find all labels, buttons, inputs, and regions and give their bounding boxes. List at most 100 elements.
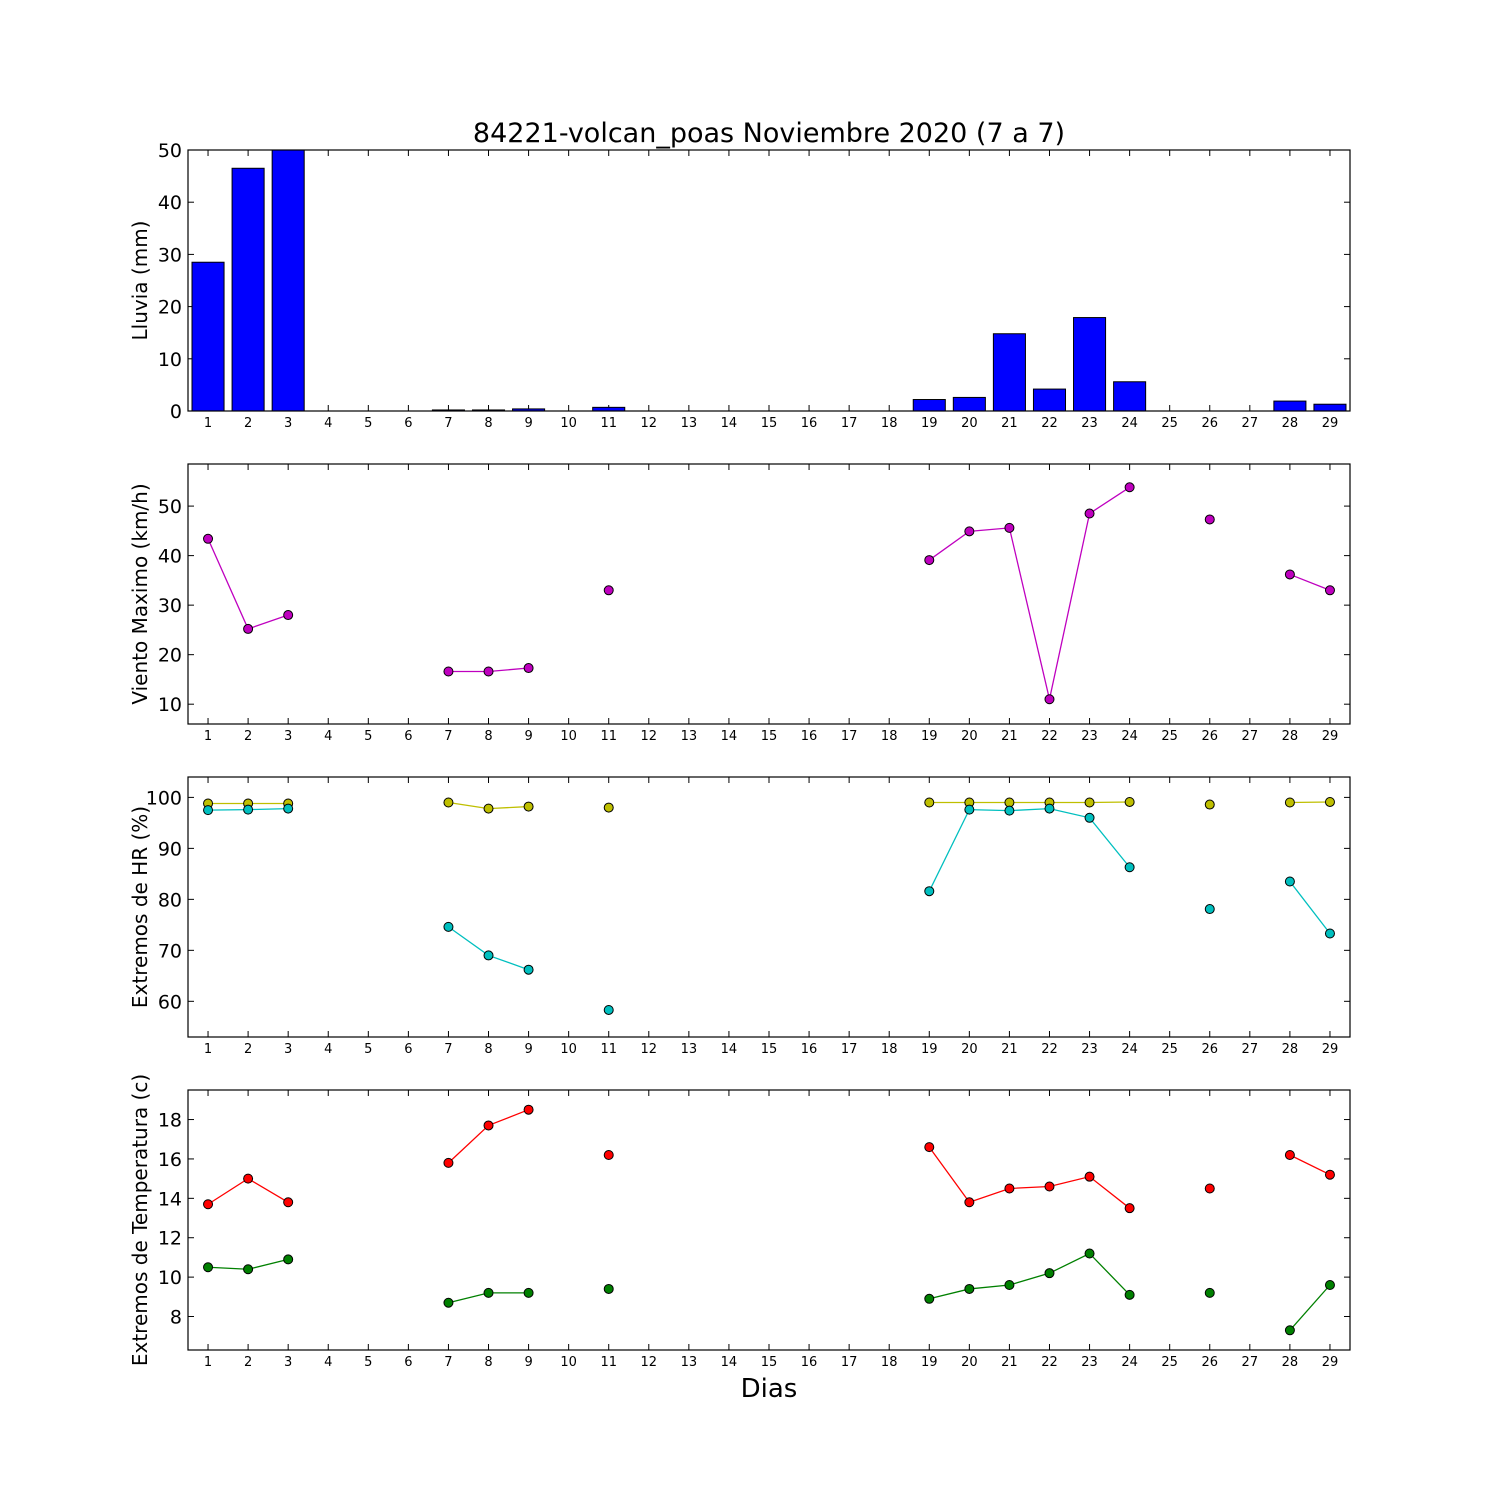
data-point: [1084, 812, 1095, 823]
x-tick-label: 9: [524, 729, 532, 744]
x-tick-label: 17: [841, 729, 858, 744]
y-tick-label: 8: [170, 1307, 182, 1329]
data-point: [243, 623, 254, 634]
x-tick-label: 21: [1001, 1355, 1018, 1370]
data-point: [283, 610, 294, 621]
data-point: [924, 797, 935, 808]
axes-frame: [187, 463, 1351, 725]
y-tick-label: 16: [158, 1149, 182, 1171]
x-tick-label: 12: [641, 416, 658, 431]
x-tick-label: 23: [1081, 416, 1098, 431]
x-tick-label: 11: [600, 1355, 617, 1370]
y-tick-label: 90: [158, 838, 182, 860]
data-point: [443, 1297, 454, 1308]
data-point: [1004, 1183, 1015, 1194]
data-point: [1084, 1248, 1095, 1259]
x-tick-label: 2: [244, 1355, 252, 1370]
x-tick-label: 17: [841, 1355, 858, 1370]
x-tick-label: 26: [1201, 1042, 1218, 1057]
bar: [952, 396, 986, 412]
x-tick-label: 19: [921, 416, 938, 431]
y-tick-label: 14: [158, 1188, 182, 1210]
data-point: [1004, 522, 1015, 533]
data-point: [1004, 805, 1015, 816]
data-point: [603, 1004, 614, 1015]
x-tick-label: 28: [1282, 729, 1299, 744]
data-point: [1284, 1325, 1295, 1336]
x-tick-label: 17: [841, 1042, 858, 1057]
data-point: [1004, 797, 1015, 808]
data-point: [483, 666, 494, 677]
data-point: [1124, 482, 1135, 493]
data-point: [1004, 1280, 1015, 1290]
x-tick-label: 25: [1161, 1355, 1178, 1370]
x-tick-label: 27: [1242, 1355, 1259, 1370]
x-tick-label: 27: [1242, 729, 1259, 744]
data-point: [1204, 799, 1215, 810]
x-tick-label: 7: [444, 1355, 452, 1370]
x-tick-label: 22: [1041, 416, 1058, 431]
x-tick-label: 20: [961, 416, 978, 431]
data-point: [523, 964, 534, 975]
data-point: [1324, 585, 1335, 596]
series-line: [1289, 881, 1331, 934]
x-tick-label: 5: [364, 729, 372, 744]
x-axis-label: Dias: [741, 1374, 798, 1404]
data-point: [1084, 1171, 1095, 1182]
bar: [271, 149, 305, 412]
x-tick-label: 14: [721, 416, 738, 431]
x-tick-label: 8: [484, 1355, 492, 1370]
series-line: [928, 807, 1131, 892]
x-tick-label: 13: [681, 729, 698, 744]
x-tick-label: 1: [204, 1355, 212, 1370]
x-tick-label: 11: [600, 729, 617, 744]
x-tick-label: 23: [1081, 1355, 1098, 1370]
data-point: [1324, 1280, 1335, 1290]
data-point: [483, 950, 494, 961]
series-line: [929, 1252, 1131, 1300]
y-axis-label: Extremos de HR (%): [128, 806, 152, 1008]
x-tick-label: 29: [1322, 416, 1339, 431]
data-point: [203, 1262, 214, 1273]
data-point: [924, 1293, 935, 1304]
x-tick-label: 3: [284, 1355, 292, 1370]
x-tick-label: 16: [801, 729, 818, 744]
data-point: [243, 1264, 254, 1275]
x-tick-label: 12: [641, 1355, 658, 1370]
axes-frame: [187, 1089, 1351, 1351]
bar: [1273, 400, 1307, 412]
series-line: [1289, 573, 1331, 591]
data-point: [1284, 569, 1295, 580]
x-tick-label: 7: [444, 1042, 452, 1057]
x-tick-label: 2: [244, 416, 252, 431]
y-tick-label: 18: [158, 1110, 182, 1132]
x-tick-label: 7: [444, 416, 452, 431]
data-point: [1044, 1268, 1055, 1279]
x-tick-label: 22: [1041, 1042, 1058, 1057]
bar: [231, 167, 265, 412]
data-point: [1204, 1183, 1215, 1194]
x-tick-label: 16: [801, 1042, 818, 1057]
data-point: [203, 805, 214, 816]
data-point: [243, 1173, 254, 1184]
x-tick-label: 2: [244, 729, 252, 744]
data-point: [283, 1197, 294, 1208]
x-tick-label: 9: [524, 1355, 532, 1370]
series-0: [203, 1104, 1335, 1214]
x-tick-label: 24: [1121, 729, 1138, 744]
x-tick-label: 14: [721, 729, 738, 744]
x-tick-label: 19: [921, 729, 938, 744]
y-tick-label: 40: [158, 546, 182, 568]
x-tick-label: 28: [1282, 1355, 1299, 1370]
x-tick-label: 8: [484, 1042, 492, 1057]
bar: [1073, 317, 1107, 412]
x-tick-label: 20: [961, 729, 978, 744]
data-point: [483, 1120, 494, 1131]
x-tick-label: 15: [761, 1355, 778, 1370]
data-point: [1124, 796, 1135, 807]
x-tick-label: 10: [560, 1042, 577, 1057]
y-tick-label: 60: [158, 991, 182, 1013]
